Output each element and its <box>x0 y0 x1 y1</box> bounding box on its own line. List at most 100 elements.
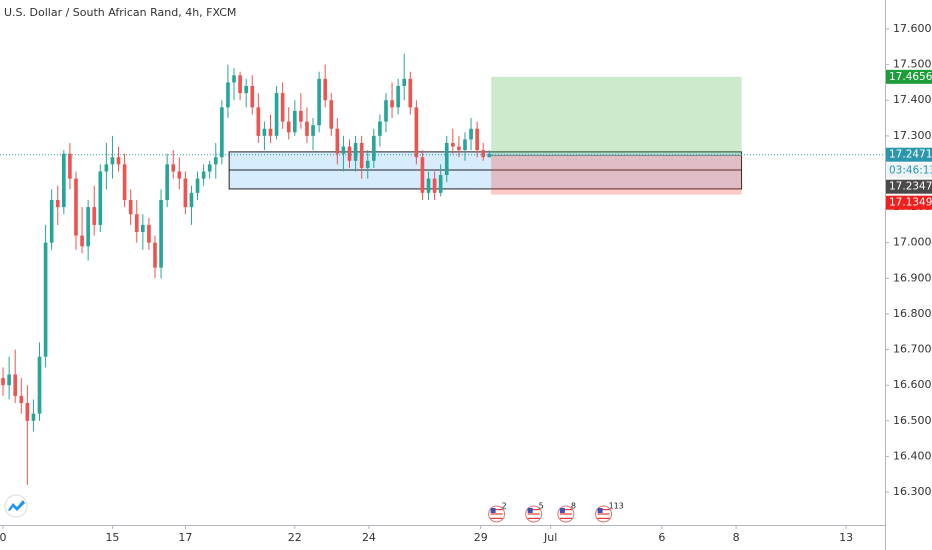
y-tick-label: 16.80000 <box>893 307 932 320</box>
candle-body <box>55 199 60 208</box>
candle-body <box>378 121 382 136</box>
x-tick-label: 17 <box>178 531 192 544</box>
candle-body <box>31 413 36 421</box>
candle-body <box>195 178 200 193</box>
x-tick-label: 6 <box>658 531 665 544</box>
target-zone <box>491 76 742 156</box>
candle-body <box>68 153 72 179</box>
y-tick-label: 16.70000 <box>893 343 932 356</box>
x-tick-label: 13 <box>839 531 853 544</box>
candle-body <box>201 171 206 179</box>
candle-body <box>256 107 261 136</box>
y-tick-label: 16.40000 <box>893 449 932 462</box>
candle-body <box>280 93 285 122</box>
candle-body <box>74 178 78 236</box>
x-tick-label: 22 <box>288 531 302 544</box>
candle-body <box>323 78 328 101</box>
event-icon: 5 <box>525 502 544 523</box>
candle-body <box>153 242 157 268</box>
candle-body <box>481 150 486 158</box>
event-canton <box>597 508 603 513</box>
candle-body <box>25 403 30 421</box>
countdown: 03:46:13 <box>889 165 932 177</box>
y-tick-label: 17.00000 <box>893 236 932 249</box>
x-tick-label: 15 <box>105 531 119 544</box>
candle-body <box>147 224 151 243</box>
candle-body <box>177 171 182 179</box>
x-tick-label: 8 <box>733 531 740 544</box>
candle-body <box>92 207 97 225</box>
candle-body <box>207 164 212 172</box>
y-tick-label: 17.30000 <box>893 129 932 142</box>
candle-body <box>396 85 400 108</box>
candle-body <box>80 235 84 247</box>
candle-body <box>286 121 291 133</box>
stop-label: 17.13493 <box>889 197 932 209</box>
level-label: 17.23474 <box>889 181 932 193</box>
candle-body <box>268 128 273 136</box>
candle-body <box>353 142 358 161</box>
candle-body <box>414 107 419 158</box>
candle-body <box>347 146 352 161</box>
candle-body <box>134 214 139 233</box>
candle-body <box>305 121 309 136</box>
y-tick-label: 16.90000 <box>893 271 932 284</box>
candle-body <box>432 178 437 193</box>
candle-body <box>438 175 443 193</box>
candle-body <box>250 85 255 108</box>
target-label-bg <box>886 69 932 84</box>
event-icon: 113 <box>595 502 624 523</box>
candle-body <box>371 135 376 161</box>
candle-body <box>183 178 188 208</box>
candle-body <box>104 164 109 172</box>
candle-body <box>475 128 479 151</box>
event-count: 113 <box>609 502 624 511</box>
candle-body <box>128 199 133 215</box>
candle-body <box>110 157 115 165</box>
target-label: 17.46569 <box>889 71 932 83</box>
candle-body <box>19 395 24 404</box>
candle-body <box>43 242 48 357</box>
candle-body <box>171 164 176 172</box>
event-count: 8 <box>571 502 576 511</box>
candle-body <box>49 199 54 243</box>
candle-body <box>390 100 394 108</box>
candle-body <box>408 78 413 108</box>
candle-body <box>451 142 455 147</box>
candle-body <box>420 157 425 193</box>
candle-body <box>463 139 467 151</box>
candle-body <box>384 100 388 122</box>
candle-body <box>116 157 121 165</box>
candle-body <box>317 78 321 126</box>
candle-body <box>487 153 492 158</box>
candle-body <box>341 146 346 154</box>
x-tick-label: 24 <box>362 531 376 544</box>
candle-body <box>98 171 103 225</box>
candle-body <box>262 128 267 136</box>
candle-body <box>329 100 334 129</box>
candle-body <box>292 110 297 133</box>
candle-body <box>426 178 431 193</box>
y-tick-label: 16.50000 <box>893 414 932 427</box>
candle-body <box>122 164 127 200</box>
candle-body <box>1 378 5 386</box>
candle-body <box>335 128 340 154</box>
y-tick-label: 17.40000 <box>893 93 932 106</box>
event-icon: 2 <box>488 502 507 523</box>
event-count: 5 <box>539 502 544 511</box>
candle-body <box>457 146 461 151</box>
candle-body <box>7 374 11 386</box>
candle-body <box>402 78 407 86</box>
y-tick-label: 16.30000 <box>893 485 932 498</box>
event-canton <box>527 508 533 513</box>
candle-body <box>274 93 279 136</box>
event-canton <box>559 508 565 513</box>
event-count: 2 <box>502 502 507 511</box>
candle-body <box>13 374 18 396</box>
candle-body <box>220 107 224 158</box>
y-tick-label: 16.60000 <box>893 378 932 391</box>
logo <box>4 494 28 518</box>
